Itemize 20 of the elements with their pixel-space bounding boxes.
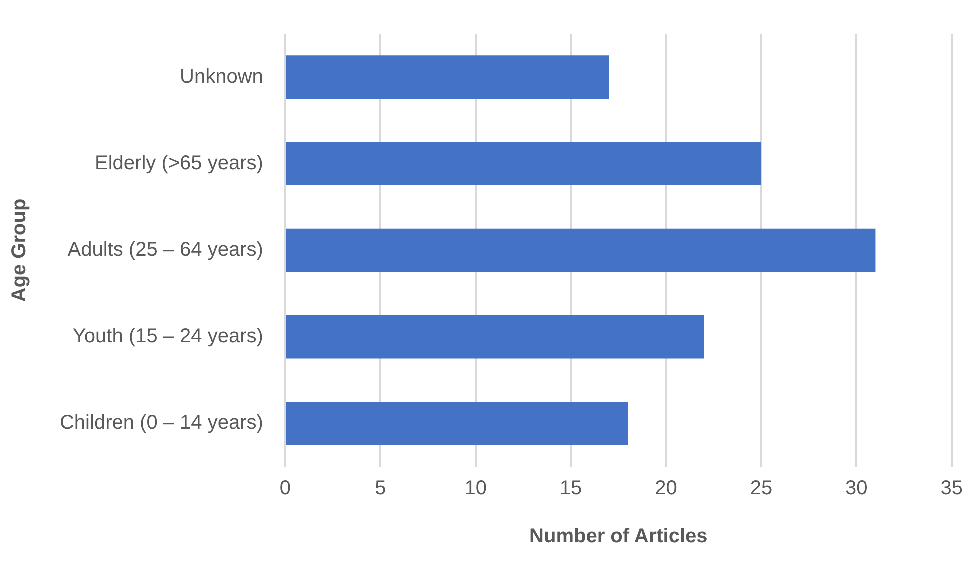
x-tick-label: 25	[750, 478, 773, 500]
y-tick-label: Children (0 – 14 years)	[60, 412, 264, 434]
bar	[286, 228, 876, 272]
x-tick-label: 30	[846, 478, 868, 500]
y-tick-label: Elderly (>65 years)	[95, 152, 264, 174]
x-tick-label: 35	[940, 478, 963, 500]
y-tick-label: Youth (15 – 24 years)	[72, 326, 264, 348]
y-tick-label: Adults (25 – 64 years)	[68, 239, 264, 262]
y-axis-title: Age Group	[8, 198, 31, 302]
x-tick-label: 5	[375, 478, 386, 500]
x-tick-label: 0	[280, 478, 291, 500]
bar	[286, 402, 628, 446]
x-tick-label: 10	[464, 478, 487, 500]
bar	[286, 315, 704, 359]
bar	[286, 142, 762, 186]
bar	[286, 56, 610, 99]
y-tick-label: Unknown	[180, 66, 264, 88]
x-tick-label: 20	[655, 478, 678, 500]
x-axis-title: Number of Articles	[530, 526, 708, 548]
x-tick-label: 15	[560, 478, 582, 500]
